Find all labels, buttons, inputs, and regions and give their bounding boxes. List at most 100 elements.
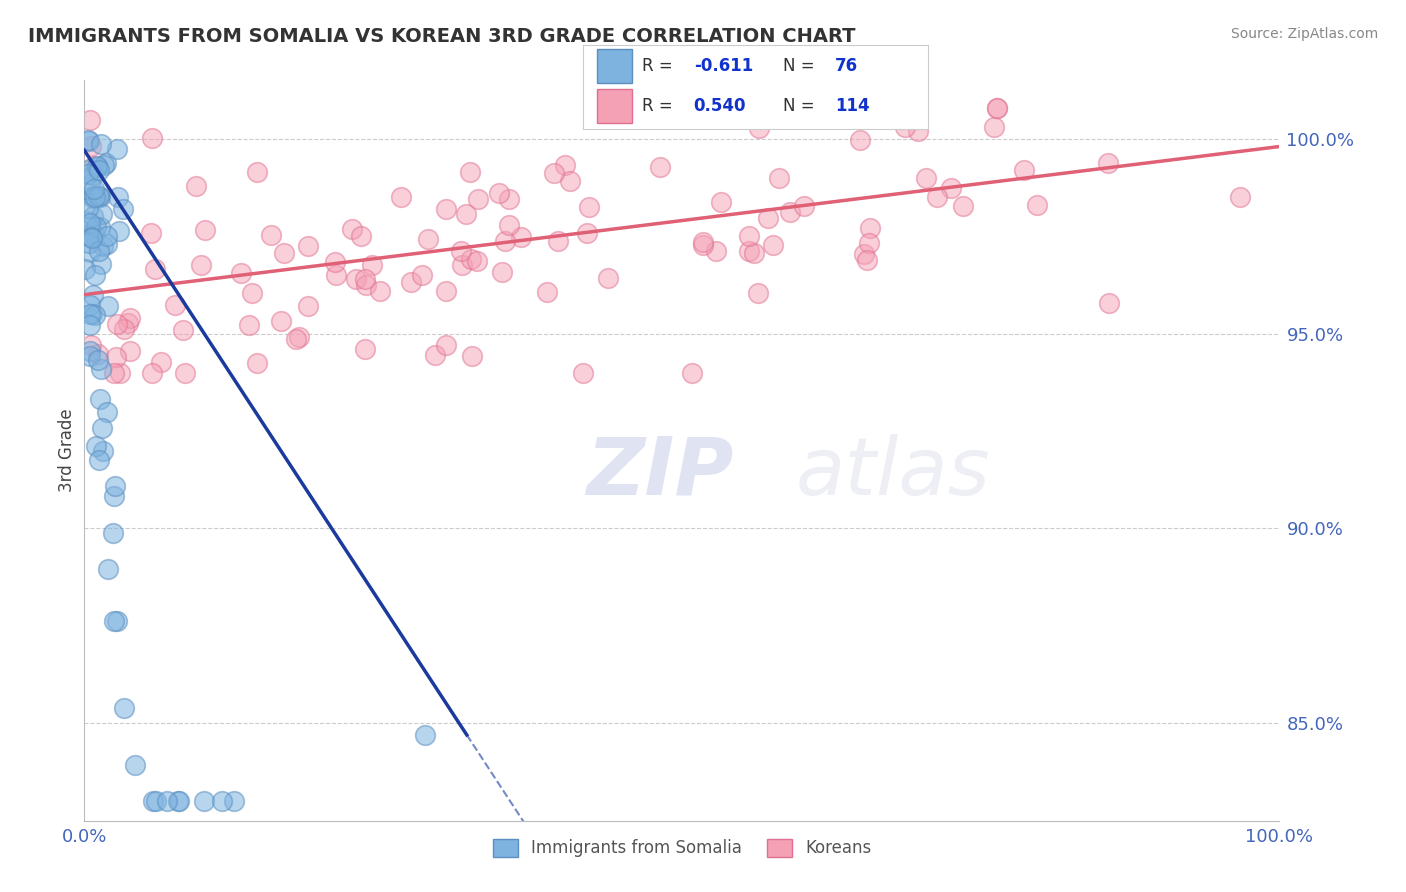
Point [103,366,125,380]
Point [79,216,101,230]
Text: 114: 114 [835,96,869,114]
Point [353,343,375,357]
Point [856,253,879,268]
Point [105,614,128,628]
Point [96,237,118,252]
Point [648,160,671,174]
Point [494,234,516,248]
Point [848,133,870,147]
Point [143,262,166,277]
Point [297,239,319,253]
Point [572,366,595,380]
Point [82,307,104,321]
Point [76,214,98,228]
Point [465,253,488,268]
Point [77,235,100,250]
Text: ZIP: ZIP [586,434,734,512]
Point [434,338,457,352]
Point [77,228,100,243]
Point [108,224,131,238]
Point [858,235,880,250]
Point [411,268,433,283]
Point [139,227,162,241]
Point [747,285,769,300]
Point [87,346,110,360]
Point [117,316,139,330]
Point [89,220,111,235]
Point [399,275,422,289]
Point [361,258,384,272]
Point [575,226,598,240]
Point [97,299,120,313]
Point [342,222,364,236]
Point [82,288,104,302]
Point [285,332,308,346]
Point [96,229,118,244]
Point [118,343,141,358]
Point [141,366,163,380]
Point [107,190,129,204]
Point [768,171,790,186]
Point [461,349,484,363]
Point [211,794,233,808]
Point [80,138,103,153]
Point [238,318,260,332]
Text: N =: N = [783,57,815,75]
Point [89,190,111,204]
Point [86,439,108,453]
Point [297,299,319,313]
Point [79,162,101,177]
Point [96,405,118,419]
Point [82,168,104,182]
Point [90,258,112,272]
Point [692,238,714,252]
Point [1026,198,1049,212]
Point [270,314,292,328]
Point [458,165,481,179]
Point [229,266,252,280]
Point [450,244,472,258]
Point [467,192,489,206]
Point [118,310,141,325]
Point [1229,190,1251,204]
Point [83,190,105,204]
Point [915,170,938,185]
Point [894,120,917,135]
Point [124,757,146,772]
Point [356,278,378,293]
Point [105,318,128,332]
Point [89,453,111,467]
Text: N =: N = [783,96,815,114]
Point [82,209,104,223]
Point [952,199,974,213]
Point [434,202,457,216]
Point [354,272,377,286]
Point [104,478,127,492]
Point [927,189,949,203]
Point [86,160,108,174]
Point [103,615,125,629]
Point [986,101,1008,115]
Point [108,366,131,380]
Text: 76: 76 [835,57,858,75]
Point [498,192,520,206]
Point [89,189,111,203]
Point [1012,163,1035,178]
Point [368,284,391,298]
Bar [598,88,631,122]
Point [598,271,620,285]
Point [907,124,929,138]
Point [80,230,103,244]
Point [1097,155,1119,169]
Point [79,113,101,128]
Point [240,286,263,301]
Legend: Immigrants from Somalia, Koreans: Immigrants from Somalia, Koreans [486,832,877,864]
Point [941,181,963,195]
Point [1098,296,1121,310]
Point [112,321,135,335]
Point [83,159,105,173]
Point [90,421,112,435]
Point [852,101,875,115]
Point [86,159,108,173]
Point [77,134,100,148]
